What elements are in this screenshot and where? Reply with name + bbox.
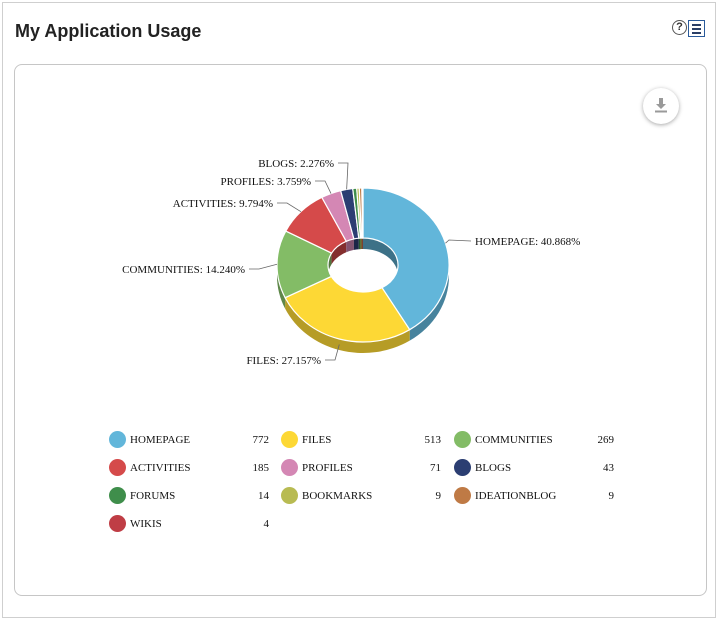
widget-title: My Application Usage xyxy=(15,21,202,41)
legend-label-bookmarks: BOOKMARKS xyxy=(302,490,373,502)
legend-dot-blogs xyxy=(454,459,471,476)
legend-label-wikis: WIKIS xyxy=(130,518,162,530)
legend-dot-homepage xyxy=(109,431,126,448)
pie-side-homepage xyxy=(409,265,449,341)
legend-count-activities: 185 xyxy=(252,462,270,474)
legend-label-forums: FORUMS xyxy=(130,490,176,502)
legend-count-files: 513 xyxy=(424,434,442,446)
legend-count-forums: 14 xyxy=(258,490,269,502)
pie-inner-wall-communities-1 xyxy=(328,253,332,276)
pie-side-files xyxy=(285,297,410,353)
download-button[interactable] xyxy=(643,88,679,124)
legend-label-communities: COMMUNITIES xyxy=(475,434,553,446)
legend-count-blogs: 43 xyxy=(603,462,614,474)
pie-slice-homepage[interactable] xyxy=(362,187,450,331)
legend-item-profiles[interactable]: PROFILES 71 xyxy=(281,459,441,477)
pie-side-communities xyxy=(277,265,286,309)
connector-blogs xyxy=(338,162,349,190)
pie-inner-wall-ideationblog-1 xyxy=(361,238,363,250)
menu-icon[interactable] xyxy=(688,20,705,37)
pie-labels: HOMEPAGE: 40.868% FILES: 27.157% COMMUNITI… xyxy=(122,158,580,367)
legend-dot-ideationblog xyxy=(454,487,471,504)
chart-panel: HOMEPAGE: 40.868% FILES: 27.157% COMMUNITI… xyxy=(14,64,707,596)
legend-item-ideationblog[interactable]: IDEATIONBLOG 9 xyxy=(454,487,614,505)
legend-label-profiles: PROFILES xyxy=(302,462,353,474)
legend-item-forums[interactable]: FORUMS 14 xyxy=(109,487,269,505)
legend-label-blogs: BLOGS xyxy=(475,462,512,474)
pie-top-layer xyxy=(276,187,450,343)
slice-label-profiles: PROFILES: 3.759% xyxy=(221,176,311,188)
legend-label-files: FILES xyxy=(302,434,332,446)
legend-item-bookmarks[interactable]: BOOKMARKS 9 xyxy=(281,487,441,505)
pie-inner-wall-profiles-1 xyxy=(346,238,354,253)
pie-inner-wall-bookmarks-1 xyxy=(360,238,362,250)
legend-dot-files xyxy=(281,431,298,448)
legend-item-communities[interactable]: COMMUNITIES 269 xyxy=(454,431,614,449)
legend-item-files[interactable]: FILES 513 xyxy=(281,431,441,449)
connector-communities xyxy=(249,263,278,270)
legend-dot-profiles xyxy=(281,459,298,476)
legend-count-bookmarks: 9 xyxy=(435,490,442,502)
legend-count-communities: 269 xyxy=(597,434,615,446)
legend-label-ideationblog: IDEATIONBLOG xyxy=(475,490,557,502)
legend-item-wikis[interactable]: WIKIS 4 xyxy=(109,515,269,533)
legend-count-ideationblog: 9 xyxy=(608,490,615,502)
legend-item-activities[interactable]: ACTIVITIES 185 xyxy=(109,459,269,477)
legend-item-blogs[interactable]: BLOGS 43 xyxy=(454,459,614,477)
pie-slice-wikis[interactable] xyxy=(361,187,364,239)
slice-label-homepage: HOMEPAGE: 40.868% xyxy=(475,236,580,248)
legend-dot-wikis xyxy=(109,515,126,532)
legend-count-homepage: 772 xyxy=(252,434,270,446)
connector-profiles xyxy=(315,180,332,194)
legend-count-profiles: 71 xyxy=(430,462,441,474)
connector-activities xyxy=(277,202,302,213)
pie-inner-wall-forums-1 xyxy=(358,238,361,250)
pie-inner-wall-blogs-1 xyxy=(353,238,359,250)
slice-label-activities: ACTIVITIES: 9.794% xyxy=(173,198,273,210)
slice-label-communities: COMMUNITIES: 14.240% xyxy=(122,264,245,276)
pie-chart: HOMEPAGE: 40.868% FILES: 27.157% COMMUNITI… xyxy=(122,158,580,367)
slice-label-blogs: BLOGS: 2.276% xyxy=(258,158,334,170)
legend-label-activities: ACTIVITIES xyxy=(130,462,191,474)
legend-count-wikis: 4 xyxy=(263,518,270,530)
legend-dot-bookmarks xyxy=(281,487,298,504)
download-icon xyxy=(655,98,667,113)
legend-item-homepage[interactable]: HOMEPAGE 772 xyxy=(109,431,269,449)
legend-dot-forums xyxy=(109,487,126,504)
help-icon[interactable]: ? xyxy=(672,20,687,35)
legend-label-homepage: HOMEPAGE xyxy=(130,434,191,446)
connector-files xyxy=(325,344,340,361)
legend-dot-activities xyxy=(109,459,126,476)
pie-inner-wall-activities-1 xyxy=(331,241,347,265)
pie-slice-files[interactable] xyxy=(284,275,411,343)
legend-dot-communities xyxy=(454,431,471,448)
slice-label-files: FILES: 27.157% xyxy=(246,355,321,367)
connector-homepage xyxy=(445,239,472,244)
